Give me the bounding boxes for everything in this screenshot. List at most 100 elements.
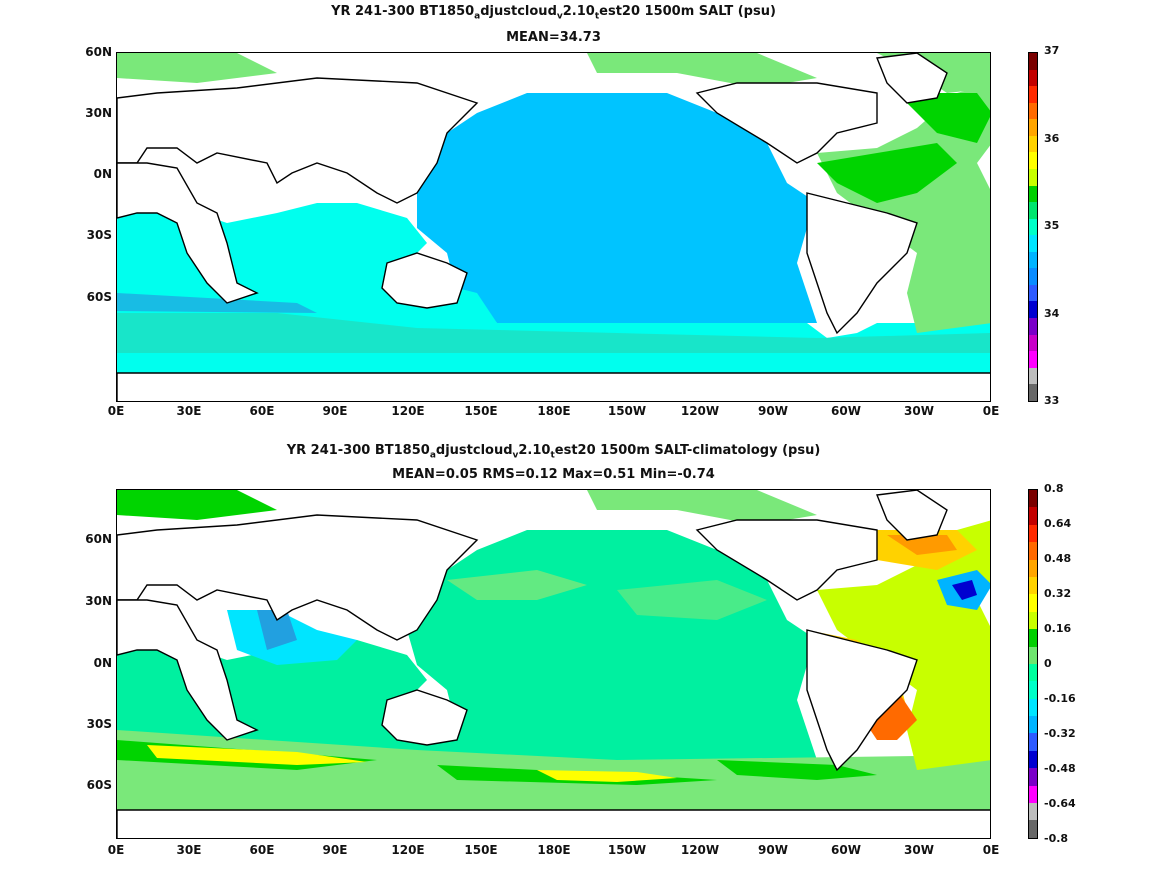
lon-label: 60E — [249, 404, 275, 418]
lat-label-30s: 30S — [86, 717, 112, 731]
lon-label: 90E — [322, 843, 348, 857]
colorbar-swatch — [1029, 681, 1037, 699]
colorbar-swatch — [1029, 716, 1037, 734]
colorbar-swatch — [1029, 629, 1037, 647]
lat-label-30n: 30N — [85, 594, 112, 608]
colorbar-swatch — [1029, 384, 1037, 401]
colorbar-swatch — [1029, 507, 1037, 525]
lon-label: 150W — [607, 843, 647, 857]
colorbar-swatch — [1029, 334, 1037, 352]
lat-label-30n: 30N — [85, 106, 112, 120]
colorbar-swatch — [1029, 168, 1037, 186]
colorbar-swatch — [1029, 785, 1037, 804]
colorbar-swatch — [1029, 235, 1037, 252]
colorbar-swatch — [1029, 102, 1037, 120]
colorbar-swatch — [1029, 559, 1037, 577]
lat-label-60n: 60N — [85, 45, 112, 59]
salinity-anomaly-map — [116, 489, 991, 839]
colorbar-swatch — [1029, 218, 1037, 236]
colorbar-swatch — [1029, 86, 1037, 103]
lat-label-60n: 60N — [85, 532, 112, 546]
colorbar-swatch — [1029, 268, 1037, 285]
colorbar-tick: 0.8 — [1044, 482, 1064, 495]
colorbar-tick: -0.32 — [1044, 727, 1076, 740]
colorbar-tick: 0.48 — [1044, 552, 1072, 565]
anomaly-colorbar — [1028, 489, 1038, 839]
lon-label: 30E — [176, 404, 202, 418]
colorbar-swatch — [1029, 135, 1037, 153]
colorbar-swatch — [1029, 202, 1037, 219]
lat-label-30s: 30S — [86, 228, 112, 242]
colorbar-swatch — [1029, 663, 1037, 682]
lat-label-0n: 0N — [93, 167, 112, 181]
colorbar-swatch — [1029, 152, 1037, 169]
colorbar-tick: -0.16 — [1044, 692, 1076, 705]
lon-label: 90W — [758, 404, 788, 418]
colorbar-swatch — [1029, 301, 1037, 318]
panel2-stats: MEAN=0.05 RMS=0.12 Max=0.51 Min=-0.74 — [392, 467, 715, 482]
lon-label: 120W — [680, 843, 720, 857]
colorbar-swatch — [1029, 490, 1037, 508]
colorbar-swatch — [1029, 185, 1037, 203]
salinity-map — [116, 52, 991, 402]
salinity-colorbar — [1028, 52, 1038, 402]
lon-label: 0E — [982, 404, 1000, 418]
lat-label-60s: 60S — [86, 778, 112, 792]
colorbar-swatch — [1029, 69, 1037, 87]
colorbar-tick: 37 — [1044, 44, 1060, 57]
lon-label: 60W — [831, 843, 861, 857]
colorbar-tick: 0.16 — [1044, 622, 1072, 635]
lon-label: 180E — [537, 843, 571, 857]
colorbar-swatch — [1029, 251, 1037, 269]
panel1-stats: MEAN=34.73 — [506, 30, 601, 45]
lon-label: 120E — [391, 843, 425, 857]
colorbar-swatch — [1029, 803, 1037, 821]
colorbar-swatch — [1029, 318, 1037, 335]
colorbar-tick: 33 — [1044, 394, 1060, 407]
colorbar-swatch — [1029, 119, 1037, 136]
colorbar-tick: -0.8 — [1044, 832, 1069, 845]
colorbar-tick: 0 — [1044, 657, 1052, 670]
colorbar-swatch — [1029, 611, 1037, 630]
colorbar-tick: -0.64 — [1044, 797, 1076, 810]
colorbar-swatch — [1029, 820, 1037, 838]
lon-label: 150E — [464, 843, 498, 857]
lat-label-60s: 60S — [86, 290, 112, 304]
colorbar-swatch — [1029, 698, 1037, 717]
lon-label: 0E — [107, 404, 125, 418]
lon-label: 60E — [249, 843, 275, 857]
colorbar-swatch — [1029, 367, 1037, 385]
lon-label: 120E — [391, 404, 425, 418]
colorbar-swatch — [1029, 53, 1037, 70]
colorbar-swatch — [1029, 750, 1037, 769]
colorbar-swatch — [1029, 646, 1037, 664]
colorbar-tick: 0.64 — [1044, 517, 1072, 530]
panel2-title: YR 241-300 BT1850adjustcloudv2.10test20 … — [286, 443, 821, 461]
lon-label: 0E — [107, 843, 125, 857]
colorbar-tick: -0.48 — [1044, 762, 1076, 775]
colorbar-tick: 34 — [1044, 307, 1060, 320]
colorbar-tick: 36 — [1044, 132, 1060, 145]
lon-label: 90E — [322, 404, 348, 418]
lon-label: 120W — [680, 404, 720, 418]
lon-label: 150W — [607, 404, 647, 418]
lon-label: 30W — [904, 843, 934, 857]
lat-label-0n: 0N — [93, 656, 112, 670]
colorbar-swatch — [1029, 594, 1037, 612]
lon-label: 60W — [831, 404, 861, 418]
colorbar-swatch — [1029, 524, 1037, 543]
lon-label: 90W — [758, 843, 788, 857]
colorbar-swatch — [1029, 351, 1037, 368]
lon-label: 0E — [982, 843, 1000, 857]
lon-label: 30W — [904, 404, 934, 418]
panel1-title: YR 241-300 BT1850adjustcloudv2.10test20 … — [331, 4, 776, 22]
colorbar-swatch — [1029, 576, 1037, 595]
colorbar-swatch — [1029, 733, 1037, 751]
colorbar-swatch — [1029, 768, 1037, 786]
colorbar-tick: 35 — [1044, 219, 1060, 232]
colorbar-swatch — [1029, 542, 1037, 560]
lon-label: 180E — [537, 404, 571, 418]
colorbar-tick: 0.32 — [1044, 587, 1072, 600]
lon-label: 30E — [176, 843, 202, 857]
lon-label: 150E — [464, 404, 498, 418]
